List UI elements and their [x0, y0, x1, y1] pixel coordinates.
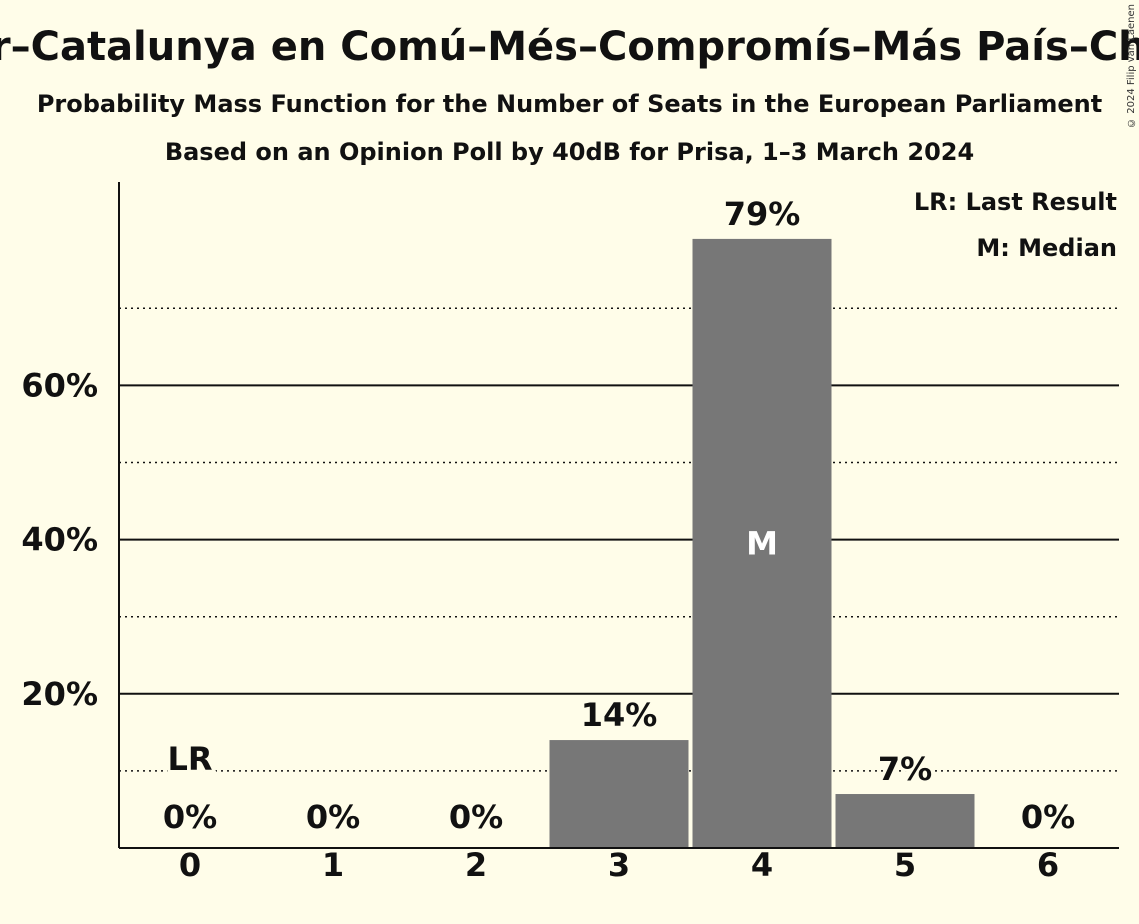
bar-value-label: 0%: [449, 798, 503, 836]
x-tick-label: 3: [608, 846, 630, 884]
x-tick-label: 0: [179, 846, 201, 884]
bar-value-label: 79%: [724, 195, 801, 233]
bar: [835, 794, 975, 848]
legend-entry: M: Median: [976, 234, 1117, 262]
y-tick-label: 20%: [21, 675, 98, 713]
chart-title: ar–Catalunya en Comú–Més–Compromís–Más P…: [0, 24, 1139, 70]
median-marker: M: [746, 524, 778, 562]
x-tick-label: 2: [465, 846, 487, 884]
y-tick-label: 40%: [21, 521, 98, 559]
x-tick-label: 1: [322, 846, 344, 884]
chart-subtitle: Probability Mass Function for the Number…: [36, 90, 1103, 118]
chart-source: Based on an Opinion Poll by 40dB for Pri…: [164, 138, 975, 166]
x-tick-label: 4: [751, 846, 773, 884]
bar-value-label: 0%: [306, 798, 360, 836]
last-result-marker: LR: [167, 740, 212, 778]
bar: [549, 740, 689, 848]
bar-value-label: 14%: [581, 696, 658, 734]
y-tick-label: 60%: [21, 366, 98, 404]
bar-value-label: 0%: [1021, 798, 1075, 836]
bar-value-label: 0%: [163, 798, 217, 836]
x-tick-label: 5: [894, 846, 916, 884]
x-tick-label: 6: [1037, 846, 1059, 884]
bar-value-label: 7%: [878, 750, 932, 788]
bar: [692, 238, 832, 848]
legend-entry: LR: Last Result: [914, 188, 1117, 216]
